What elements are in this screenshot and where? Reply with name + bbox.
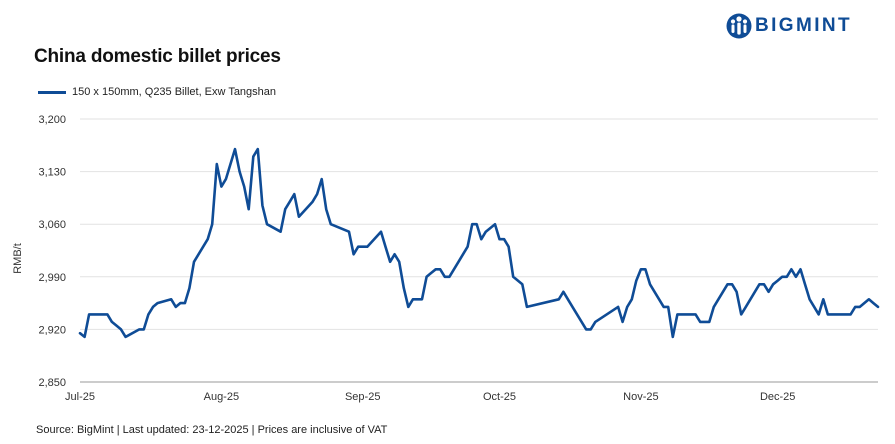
legend-label: 150 x 150mm, Q235 Billet, Exw Tangshan [72,86,277,98]
people-icon [726,13,752,39]
y-tick-label: 3,060 [38,219,66,231]
y-tick-label: 2,850 [38,377,66,389]
x-tick-label: Dec-25 [760,391,795,403]
x-tick-label: Oct-25 [483,391,516,403]
x-tick-label: Sep-25 [345,391,380,403]
brand-logo: BIGMINT [726,12,852,40]
y-axis-title: RMB/t [12,243,24,274]
y-tick-label: 3,130 [38,167,66,179]
y-tick-label: 2,920 [38,324,66,336]
y-tick-label: 2,990 [38,272,66,284]
source-footer: Source: BigMint | Last updated: 23-12-20… [36,424,388,436]
line-chart: 2,850 2,920 2,990 3,060 3,130 3,200 Jul-25 Aug… [12,114,880,403]
x-tick-label: Nov-25 [623,391,658,403]
y-tick-label: 3,200 [38,114,66,126]
y-axis-ticks: 2,850 2,920 2,990 3,060 3,130 3,200 [38,114,66,389]
x-axis-ticks: Jul-25 Aug-25 Sep-25 Oct-25 Nov-25 Dec-25 [65,391,795,403]
x-tick-label: Aug-25 [204,391,239,403]
legend-swatch [38,90,66,94]
chart-title: China domestic billet prices [34,46,281,67]
series-group [78,147,880,339]
brand-name: BIGMINT [755,15,853,36]
series-line [78,147,880,339]
chart-legend: 150 x 150mm, Q235 Billet, Exw Tangshan [38,86,276,98]
x-tick-label: Jul-25 [65,391,95,403]
